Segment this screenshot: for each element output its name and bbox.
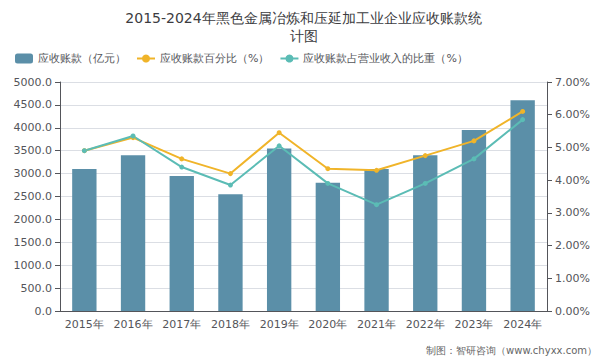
svg-text:5.00%: 5.00%: [555, 141, 590, 154]
svg-text:2015-2024年黑色金属冶炼和压延加工业企业应收账款统: 2015-2024年黑色金属冶炼和压延加工业企业应收账款统: [125, 10, 481, 26]
svg-text:2000.0: 2000.0: [14, 213, 53, 226]
svg-text:应收账款占营业收入的比重（%）: 应收账款占营业收入的比重（%）: [303, 52, 467, 65]
svg-text:3000.0: 3000.0: [14, 167, 53, 180]
svg-text:2024年: 2024年: [503, 318, 542, 331]
svg-text:0.00%: 0.00%: [555, 305, 590, 318]
svg-text:2019年: 2019年: [260, 318, 299, 331]
svg-text:应收账款（亿元）: 应收账款（亿元）: [38, 52, 126, 65]
svg-text:2022年: 2022年: [406, 318, 445, 331]
svg-text:2018年: 2018年: [211, 318, 250, 331]
svg-text:2015年: 2015年: [65, 318, 104, 331]
svg-text:2020年: 2020年: [308, 318, 347, 331]
svg-text:制图：智研咨询（www.chyxx.com）: 制图：智研咨询（www.chyxx.com）: [426, 345, 597, 356]
svg-text:5000.0: 5000.0: [14, 76, 53, 89]
svg-text:3.00%: 3.00%: [555, 206, 590, 219]
svg-text:2023年: 2023年: [454, 318, 493, 331]
svg-text:1000.0: 1000.0: [14, 259, 53, 272]
svg-text:计图: 计图: [290, 28, 318, 44]
svg-text:500.0: 500.0: [21, 282, 53, 295]
svg-text:2.00%: 2.00%: [555, 239, 590, 252]
svg-text:6.00%: 6.00%: [555, 108, 590, 121]
svg-text:7.00%: 7.00%: [555, 76, 590, 89]
svg-text:4000.0: 4000.0: [14, 121, 53, 134]
svg-text:3500.0: 3500.0: [14, 144, 53, 157]
svg-text:1.00%: 1.00%: [555, 272, 590, 285]
svg-text:0.0: 0.0: [35, 305, 53, 318]
svg-text:2017年: 2017年: [162, 318, 201, 331]
svg-text:2016年: 2016年: [114, 318, 153, 331]
svg-text:2500.0: 2500.0: [14, 190, 53, 203]
svg-text:1500.0: 1500.0: [14, 236, 53, 249]
svg-text:4.00%: 4.00%: [555, 174, 590, 187]
svg-text:2021年: 2021年: [357, 318, 396, 331]
svg-text:应收账款百分比（%）: 应收账款百分比（%）: [160, 52, 269, 65]
svg-text:4500.0: 4500.0: [14, 98, 53, 111]
